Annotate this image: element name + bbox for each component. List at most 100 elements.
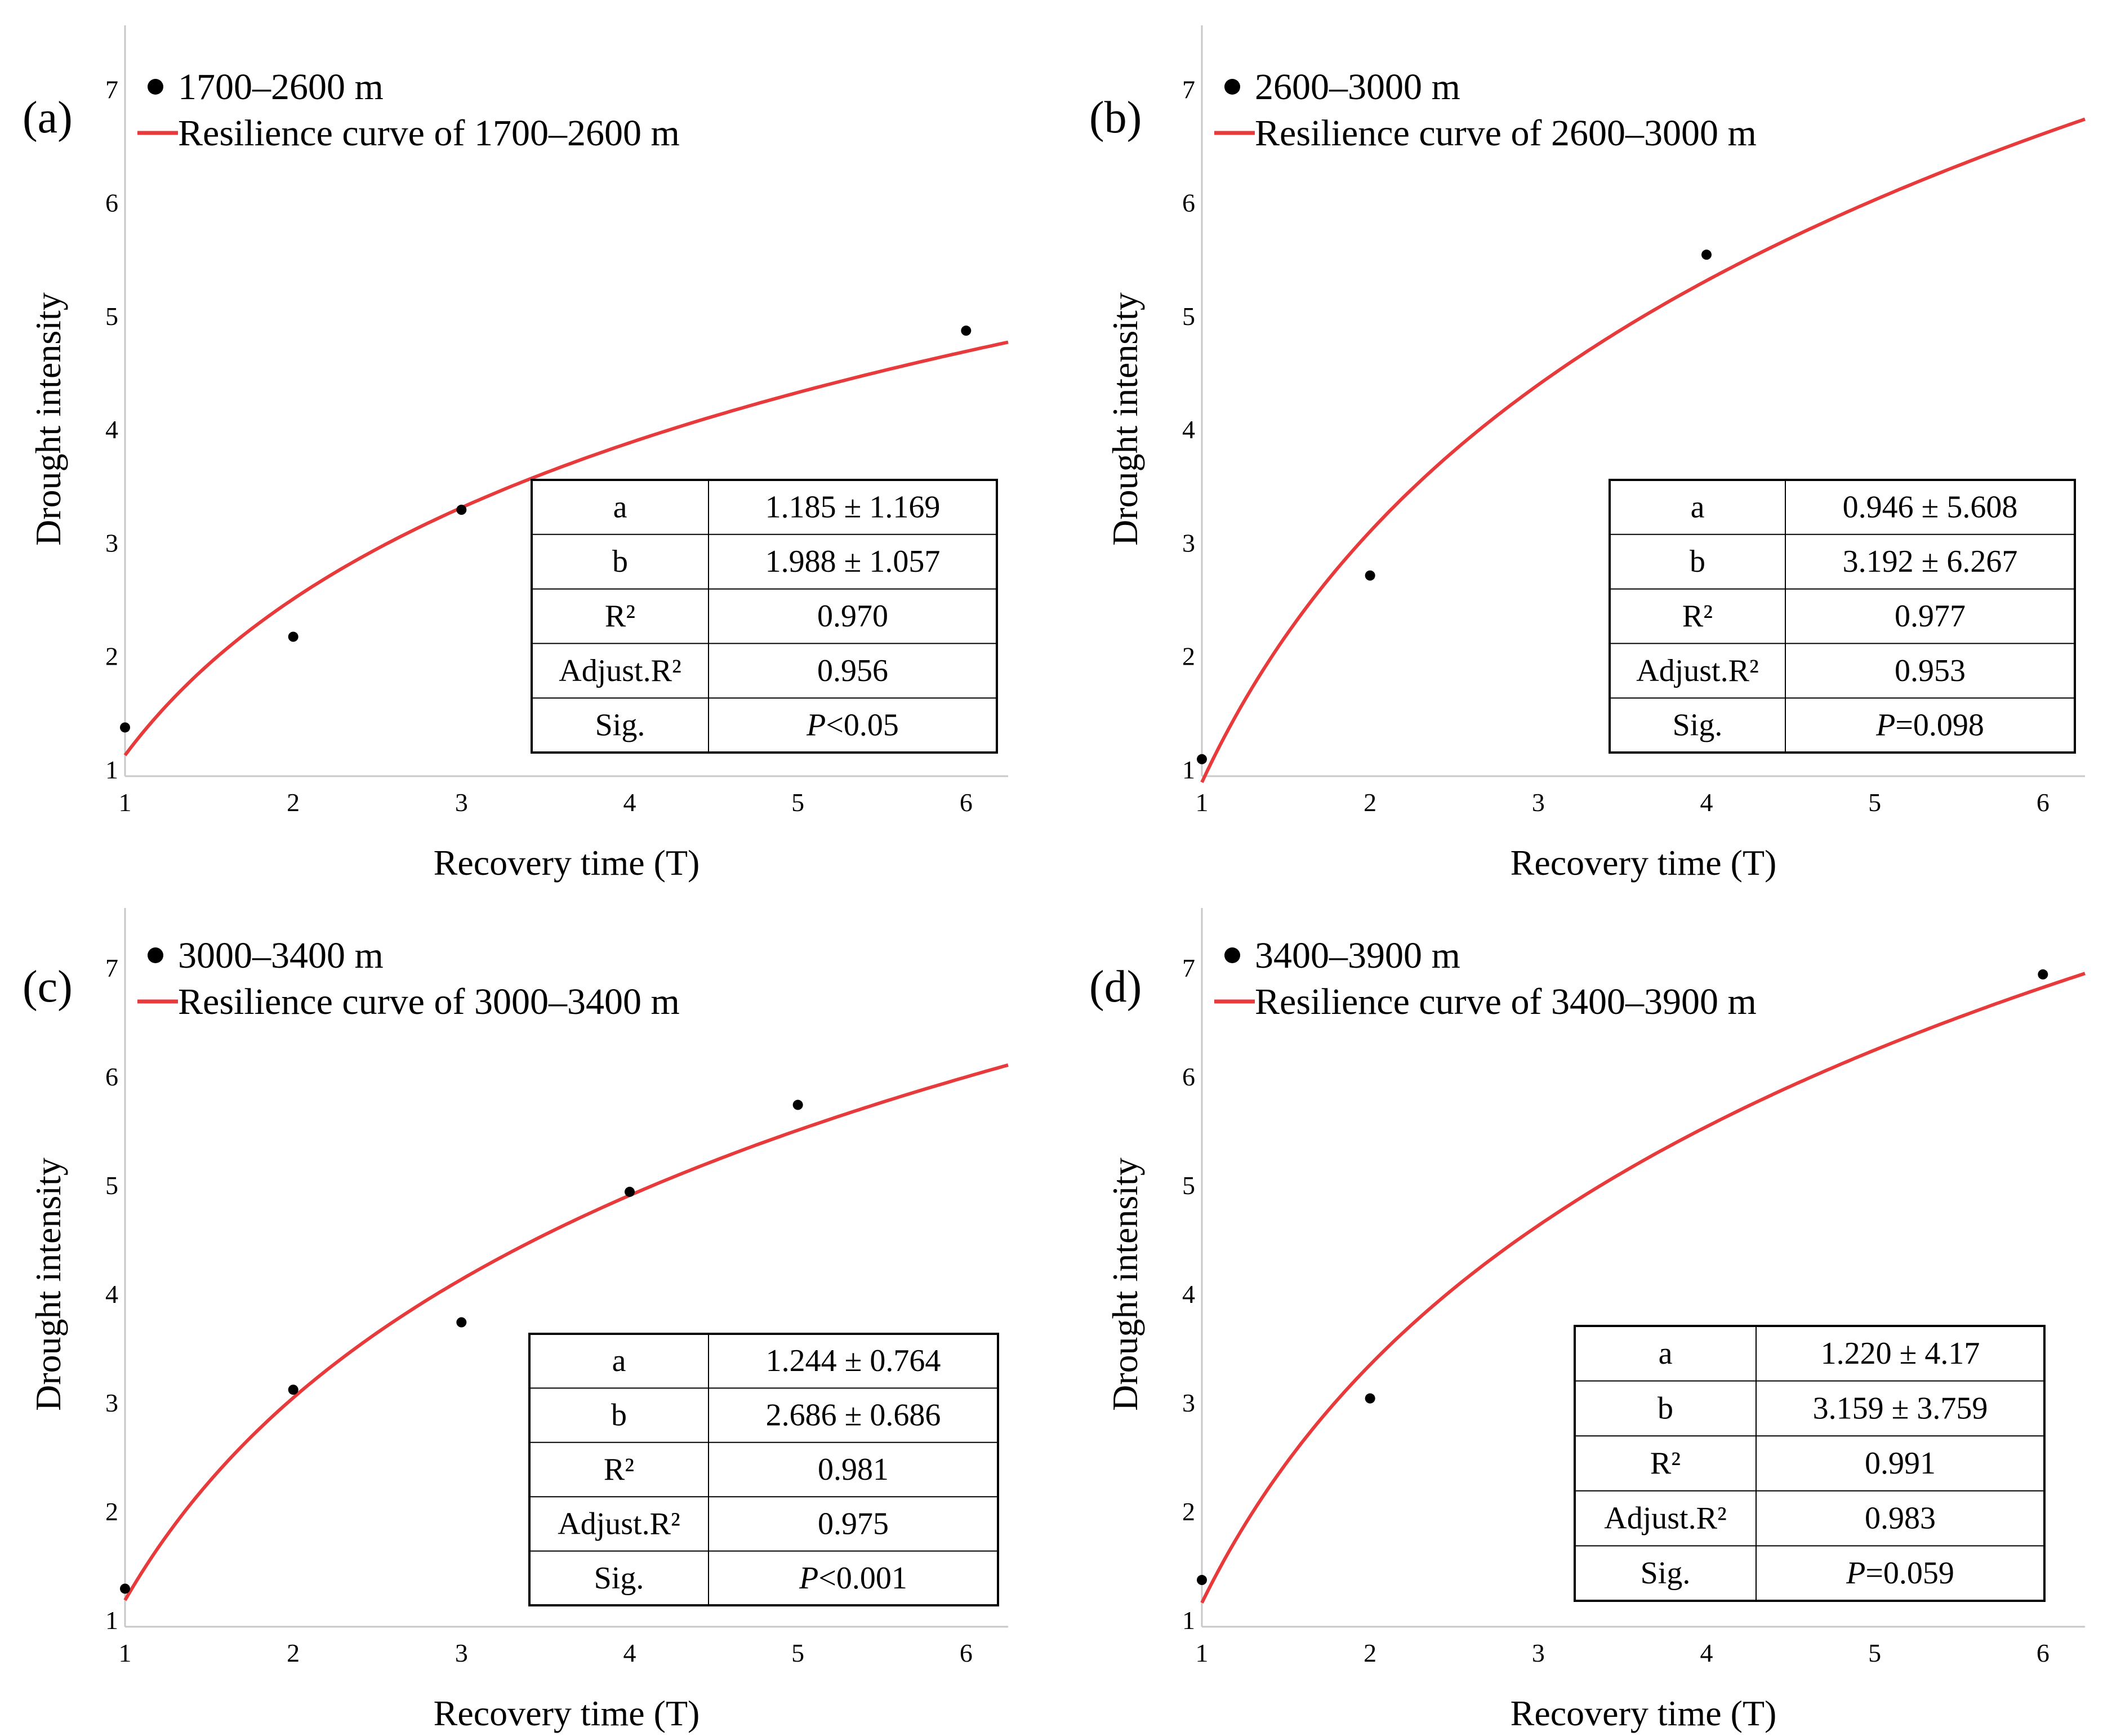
x-tick-label: 4	[1700, 1639, 1713, 1667]
x-axis-label: Recovery time (T)	[434, 1693, 700, 1733]
y-tick-label: 7	[1182, 954, 1195, 982]
y-tick-label: 7	[1182, 75, 1195, 104]
y-tick-label: 1	[1182, 755, 1195, 784]
stats-table: a 1.220 ± 4.17 b 3.159 ± 3.759 R² 0.991 Adjust…	[1574, 1325, 2046, 1602]
resilience-curve	[123, 340, 1009, 756]
x-tick-label: 4	[1700, 788, 1713, 817]
stats-row-label: b	[612, 544, 628, 579]
data-point	[288, 631, 298, 642]
data-point	[456, 1317, 467, 1328]
x-tick-label: 5	[791, 1639, 804, 1667]
y-tick-label: 5	[105, 1171, 118, 1200]
legend-point-marker	[148, 947, 163, 963]
y-tick-label: 7	[105, 954, 118, 982]
legend-points-label: 3000–3400 m	[178, 935, 384, 976]
legend-curve-label: Resilience curve of 2600–3000 m	[1255, 113, 1757, 154]
chart-panel-2: 1 2 3 4 5 6 1 2 3 4 5 6 7 Recovery time (T) Drought in…	[1089, 25, 2086, 883]
x-tick-label: 6	[2037, 1639, 2049, 1667]
y-tick-label: 1	[105, 1606, 118, 1635]
legend-curve-label: Resilience curve of 1700–2600 m	[178, 113, 680, 154]
stats-row-value: 2.686 ± 0.686	[766, 1398, 941, 1433]
y-tick-label: 6	[105, 189, 118, 217]
legend-point-marker	[1224, 79, 1240, 95]
stats-row-value: P=0.059	[1846, 1556, 1954, 1591]
chart-panel-4: 1 2 3 4 5 6 1 2 3 4 5 6 7 Recovery time (T) Drought in…	[1089, 908, 2086, 1733]
y-tick-label: 5	[105, 302, 118, 331]
stats-row-value: P<0.05	[806, 708, 899, 743]
legend-points-label: 3400–3900 m	[1255, 935, 1460, 976]
data-point	[792, 1100, 803, 1110]
y-axis-label: Drought intensity	[1105, 1158, 1145, 1411]
resilience-curve	[123, 1063, 1009, 1601]
stats-row-label: a	[1659, 1336, 1673, 1371]
y-tick-label: 5	[1182, 1171, 1195, 1200]
data-point	[1197, 1575, 1207, 1586]
stats-row-value: 0.977	[1895, 599, 1966, 634]
data-point	[2038, 969, 2048, 980]
stats-row-label: Sig.	[1641, 1556, 1691, 1591]
legend-points-label: 2600–3000 m	[1255, 66, 1460, 108]
y-tick-label: 3	[1182, 528, 1195, 557]
stats-row-label: a	[613, 489, 627, 524]
x-tick-label: 3	[1532, 1639, 1545, 1667]
stats-row-label: R²	[1650, 1446, 1681, 1481]
stats-table: a 1.185 ± 1.169 b 1.988 ± 1.057 R² 0.970 Adjus…	[531, 479, 998, 754]
x-axis-label: Recovery time (T)	[1511, 843, 1777, 883]
x-tick-label: 1	[119, 788, 132, 817]
x-tick-label: 5	[1868, 788, 1881, 817]
stats-row-label: b	[1658, 1391, 1673, 1426]
stats-row-label: Adjust.R²	[559, 653, 681, 688]
data-point	[1701, 250, 1712, 260]
data-point	[961, 326, 972, 336]
chart-panel-1: 1 2 3 4 5 6 1 2 3 4 5 6 7 Recovery time (T) Drought in…	[23, 25, 1009, 883]
x-axis-label: Recovery time (T)	[1511, 1693, 1777, 1733]
y-tick-label: 6	[1182, 1062, 1195, 1091]
x-tick-label: 2	[287, 1639, 300, 1667]
y-tick-label: 2	[1182, 642, 1195, 671]
y-axis-label: Drought intensity	[1105, 292, 1145, 546]
data-point	[120, 722, 130, 733]
resilience-curve	[1200, 117, 2086, 784]
data-point	[1365, 1393, 1375, 1404]
stats-row-label: R²	[605, 599, 635, 634]
stats-row-value: 1.244 ± 0.764	[766, 1343, 941, 1378]
legend-points-label: 1700–2600 m	[178, 66, 384, 108]
stats-row-label: b	[611, 1398, 627, 1433]
stats-row-value: 0.991	[1865, 1446, 1936, 1481]
stats-table-border	[1609, 479, 2076, 754]
x-tick-label: 3	[455, 788, 468, 817]
stats-row-label: Adjust.R²	[558, 1506, 680, 1541]
data-point	[288, 1385, 298, 1395]
y-tick-label: 6	[1182, 189, 1195, 217]
stats-row-value: P<0.001	[799, 1561, 907, 1596]
data-point	[456, 505, 467, 515]
x-axis-label: Recovery time (T)	[434, 843, 700, 883]
chart-panel-3: 1 2 3 4 5 6 1 2 3 4 5 6 7 Recovery time (T) Drought in…	[23, 908, 1009, 1733]
y-tick-label: 2	[105, 642, 118, 671]
y-tick-label: 3	[105, 1388, 118, 1417]
stats-row-label: Sig.	[594, 1561, 644, 1596]
x-tick-label: 2	[287, 788, 300, 817]
y-tick-label: 4	[105, 1280, 118, 1308]
data-point	[625, 1186, 635, 1197]
stats-table-border	[531, 479, 998, 754]
stats-row-value: P=0.098	[1875, 708, 1984, 743]
stats-row-label: b	[1690, 544, 1705, 579]
y-tick-label: 4	[105, 415, 118, 444]
x-tick-label: 2	[1364, 1639, 1376, 1667]
x-tick-label: 5	[1868, 1639, 1881, 1667]
y-tick-label: 1	[1182, 1606, 1195, 1635]
x-tick-label: 5	[791, 788, 804, 817]
x-tick-label: 4	[623, 1639, 636, 1667]
stats-row-label: Sig.	[595, 708, 645, 743]
y-tick-label: 7	[105, 75, 118, 104]
stats-table-border	[1574, 1325, 2046, 1602]
data-point	[1365, 570, 1375, 581]
legend-curve-label: Resilience curve of 3000–3400 m	[178, 981, 680, 1022]
stats-table-border	[528, 1333, 999, 1606]
stats-table: a 1.244 ± 0.764 b 2.686 ± 0.686 R² 0.981 Adjus…	[528, 1333, 999, 1606]
stats-row-value: 0.983	[1865, 1501, 1936, 1536]
panel-label: (b)	[1089, 93, 1142, 143]
x-tick-label: 6	[2037, 788, 2049, 817]
